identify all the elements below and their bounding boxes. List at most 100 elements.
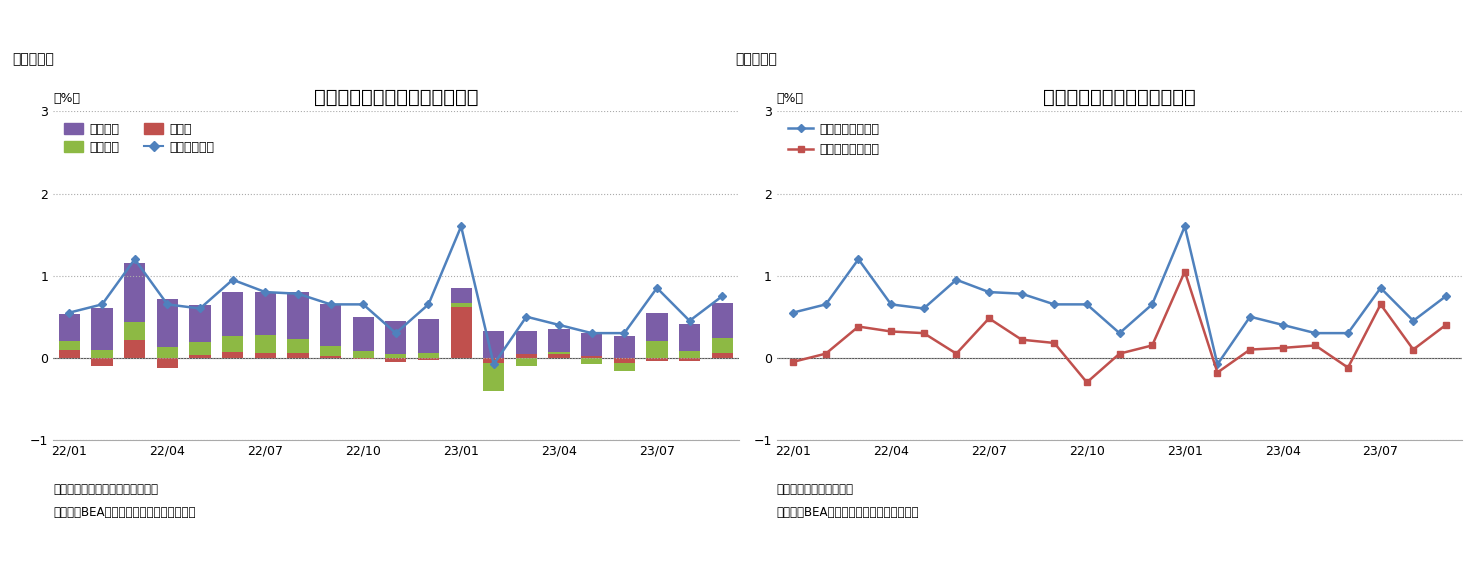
Line: 実質個人消費支出: 実質個人消費支出 (791, 269, 1448, 385)
Bar (321, 304, 341, 346)
Bar (386, 321, 407, 354)
実質個人消費支出 (784, 359, 801, 366)
Bar (321, 356, 341, 358)
Bar (712, 353, 733, 358)
Bar (223, 292, 243, 336)
Bar (321, 346, 341, 356)
Bar (157, 347, 178, 358)
名目個人消費支出 (1404, 317, 1422, 324)
名目個人消費支出 (816, 301, 834, 308)
Bar (157, 358, 178, 367)
実質個人消費支出 (1273, 345, 1291, 352)
実質個人消費支出 (1175, 268, 1193, 275)
実質個人消費支出 (1110, 350, 1128, 357)
Bar (484, 363, 505, 391)
実質個人消費支出 (1012, 336, 1030, 343)
名目個人消費支出 (1371, 284, 1389, 291)
Bar (582, 333, 603, 356)
実質個人消費支出 (1077, 379, 1095, 386)
Bar (190, 342, 211, 355)
実質個人消費支出 (1045, 339, 1063, 346)
Bar (92, 308, 113, 350)
Bar (712, 303, 733, 338)
名目個人消費支出 (784, 309, 801, 316)
Bar (516, 354, 537, 358)
実質個人消費支出 (1306, 342, 1324, 349)
Bar (288, 339, 309, 353)
Bar (353, 358, 374, 359)
Text: （%）: （%） (53, 92, 80, 105)
Bar (614, 363, 635, 371)
Text: （図表５）: （図表５） (736, 52, 778, 66)
名目個人消費支出 (1045, 301, 1063, 308)
名目個人消費支出 (1077, 301, 1095, 308)
Bar (190, 305, 211, 342)
Bar (190, 355, 211, 358)
Bar (125, 322, 145, 340)
Bar (125, 263, 145, 322)
Bar (288, 353, 309, 358)
Bar (418, 353, 439, 358)
実質個人消費支出 (1339, 364, 1356, 371)
実質個人消費支出 (1241, 346, 1258, 353)
Bar (680, 351, 700, 358)
Bar (92, 350, 113, 358)
実質個人消費支出 (849, 323, 867, 330)
Title: 名目個人消費（前月比寄与度）: 名目個人消費（前月比寄与度） (313, 88, 478, 107)
名目個人消費支出 (914, 305, 932, 312)
Bar (484, 358, 505, 363)
Bar (223, 336, 243, 352)
Bar (255, 335, 276, 353)
実質個人消費支出 (1437, 321, 1454, 328)
Bar (451, 303, 472, 307)
名目個人消費支出 (1143, 301, 1160, 308)
Bar (516, 358, 537, 366)
Text: （注）名目値、季節調整済前月比: （注）名目値、季節調整済前月比 (53, 483, 159, 495)
Bar (288, 292, 309, 339)
Bar (582, 356, 603, 358)
名目個人消費支出 (1273, 321, 1291, 328)
Line: 名目個人消費支出: 名目個人消費支出 (791, 223, 1448, 367)
Bar (647, 358, 668, 361)
Bar (386, 358, 407, 362)
Bar (614, 358, 635, 363)
Bar (647, 341, 668, 358)
名目個人消費支出 (979, 288, 997, 295)
Bar (712, 338, 733, 353)
Text: （資料）BEAよりニッセイ基礎研究所作成: （資料）BEAよりニッセイ基礎研究所作成 (53, 505, 196, 518)
Bar (647, 312, 668, 341)
Title: 個人消費支出（名目、実質）: 個人消費支出（名目、実質） (1043, 88, 1196, 107)
名目個人消費支出 (1110, 329, 1128, 336)
Bar (418, 319, 439, 353)
Bar (680, 324, 700, 351)
Bar (680, 358, 700, 361)
名目個人消費支出 (1012, 290, 1030, 297)
Bar (582, 358, 603, 364)
名目個人消費支出 (1175, 223, 1193, 230)
実質個人消費支出 (1208, 369, 1226, 376)
実質個人消費支出 (979, 315, 997, 322)
Bar (353, 316, 374, 351)
実質個人消費支出 (947, 350, 965, 357)
実質個人消費支出 (816, 350, 834, 357)
実質個人消費支出 (1143, 342, 1160, 349)
名目個人消費支出 (849, 256, 867, 263)
Bar (418, 358, 439, 360)
Text: （図表４）: （図表４） (12, 52, 53, 66)
Text: （注）季節調整済前月比: （注）季節調整済前月比 (776, 483, 853, 495)
実質個人消費支出 (1371, 301, 1389, 308)
Bar (516, 331, 537, 354)
Bar (125, 340, 145, 358)
Bar (157, 300, 178, 347)
Bar (549, 354, 570, 358)
名目個人消費支出 (1241, 313, 1258, 320)
名目個人消費支出 (1306, 329, 1324, 336)
Bar (255, 292, 276, 335)
Bar (223, 352, 243, 358)
名目個人消費支出 (947, 276, 965, 283)
Bar (92, 358, 113, 366)
名目個人消費支出 (1208, 361, 1226, 368)
Text: （%）: （%） (776, 92, 804, 105)
Bar (59, 340, 80, 350)
Bar (59, 350, 80, 358)
